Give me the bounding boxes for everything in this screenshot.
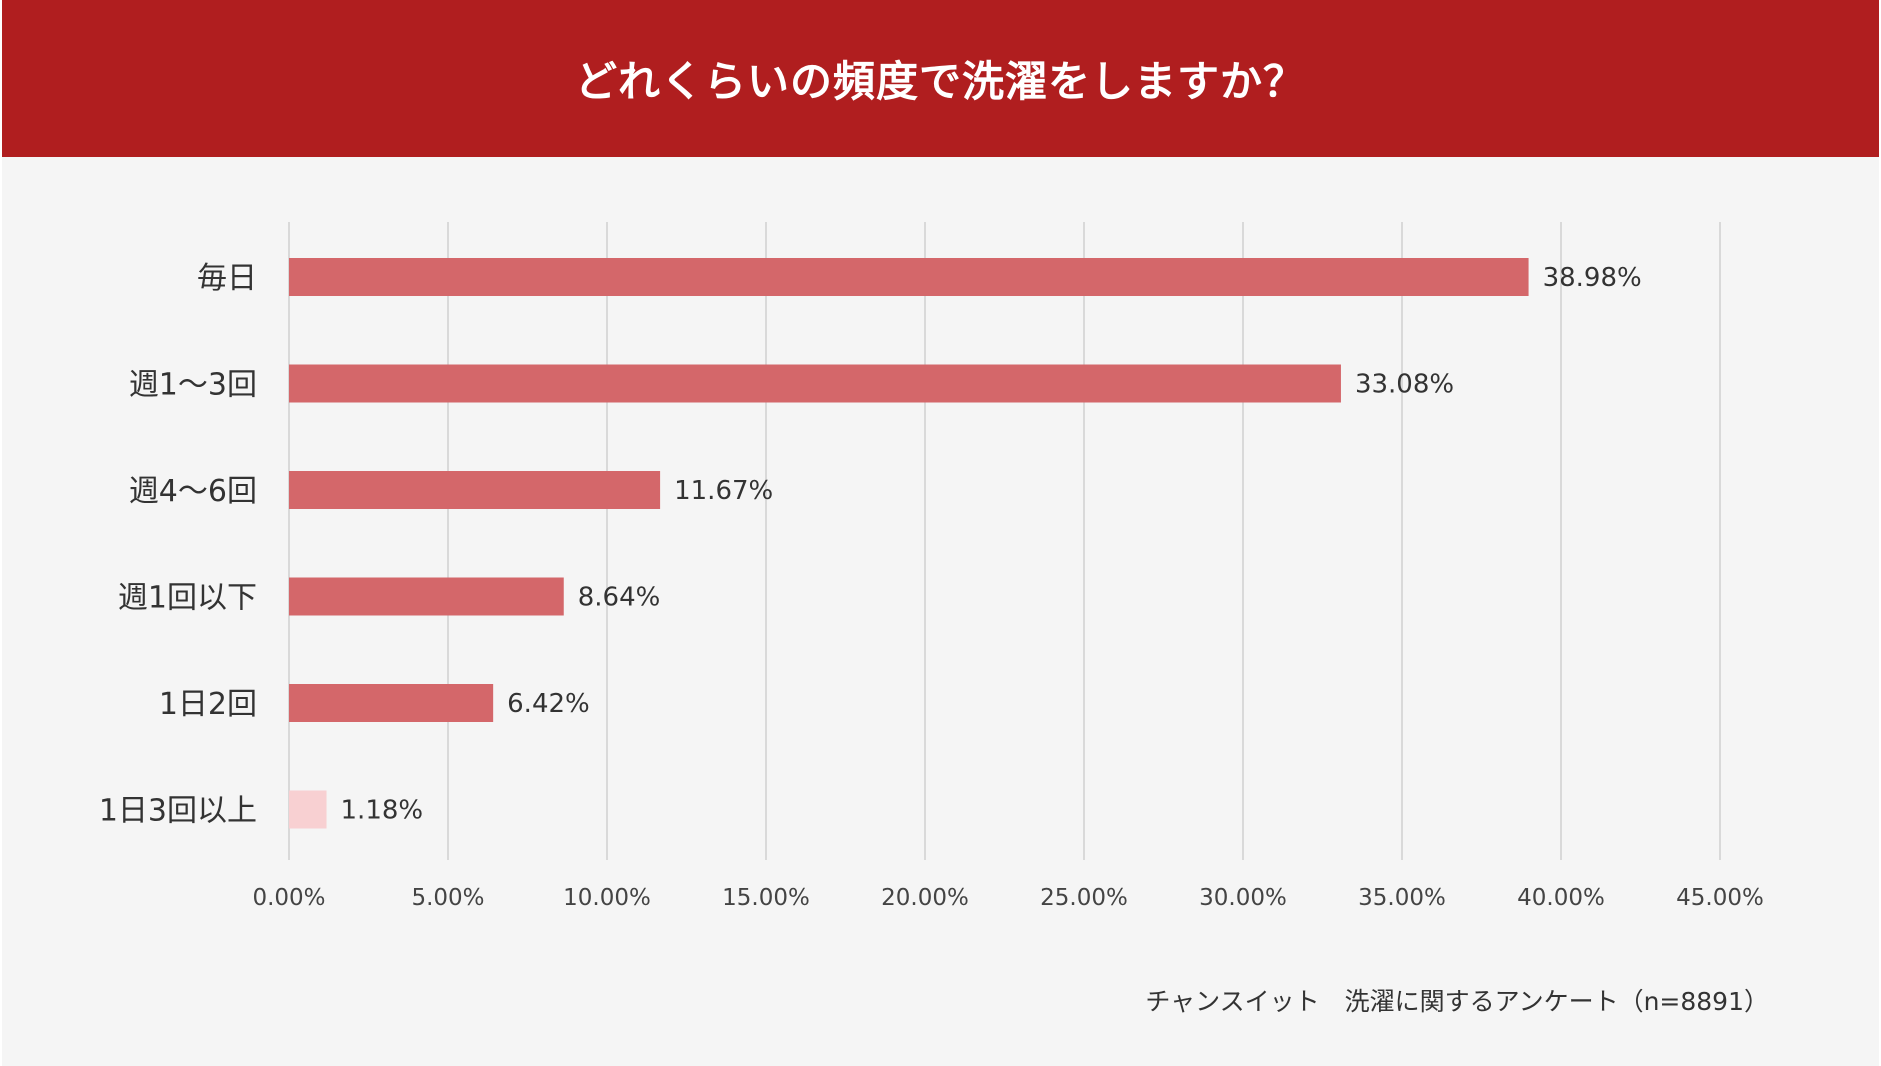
category-label: 1日2回: [159, 687, 257, 722]
data-label: 33.08%: [1355, 370, 1454, 400]
data-label: 1.18%: [341, 796, 424, 826]
category-label: 週1回以下: [118, 581, 257, 616]
x-tick-label: 15.00%: [722, 885, 810, 911]
data-label: 6.42%: [507, 689, 590, 719]
bar: [289, 364, 1341, 403]
x-tick-label: 25.00%: [1040, 885, 1128, 911]
x-tick-label: 10.00%: [563, 885, 651, 911]
x-tick-label: 20.00%: [881, 885, 969, 911]
bar: [289, 471, 661, 509]
category-label: 1日3回以上: [99, 794, 257, 829]
bar: [289, 684, 494, 722]
x-tick-label: 35.00%: [1358, 885, 1446, 911]
bar: [289, 258, 1529, 296]
bar: [289, 577, 564, 616]
source-note: チャンスイット 洗濯に関するアンケート（n=8891）: [1145, 987, 1769, 1016]
bar: [289, 790, 327, 829]
chart-title: どれくらいの頻度で洗濯をしますか？: [574, 57, 1306, 106]
category-label: 週4〜6回: [129, 474, 257, 509]
x-tick-label: 40.00%: [1517, 885, 1605, 911]
x-tick-label: 0.00%: [252, 885, 325, 911]
x-tick-label: 5.00%: [411, 885, 484, 911]
data-label: 11.67%: [674, 476, 773, 506]
data-label: 8.64%: [578, 583, 661, 613]
x-tick-label: 30.00%: [1199, 885, 1287, 911]
x-tick-label: 45.00%: [1676, 885, 1764, 911]
chart-header: どれくらいの頻度で洗濯をしますか？: [2, 0, 1879, 157]
data-label: 38.98%: [1543, 263, 1642, 293]
category-label: 毎日: [197, 261, 257, 296]
category-label: 週1〜3回: [129, 368, 257, 403]
